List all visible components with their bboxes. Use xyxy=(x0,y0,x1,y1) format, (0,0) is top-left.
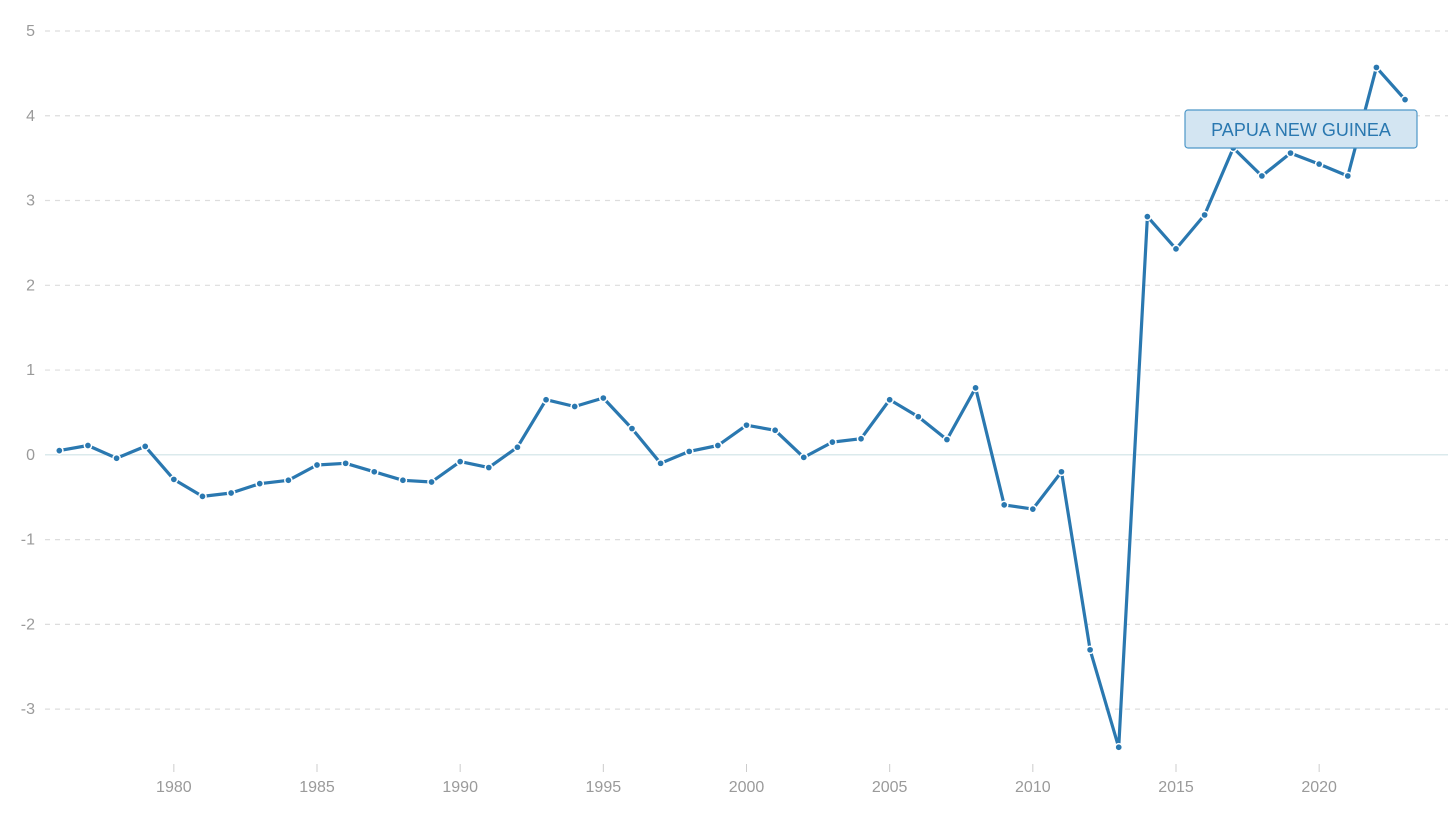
data-point xyxy=(226,488,236,498)
data-point xyxy=(627,424,637,433)
data-point xyxy=(742,420,751,430)
data-point xyxy=(1085,645,1095,655)
y-tick-label: 4 xyxy=(26,108,35,125)
y-tick-label: 1 xyxy=(26,362,35,379)
data-point xyxy=(885,395,895,405)
y-tick-label: -3 xyxy=(21,701,35,718)
y-tick-label: -1 xyxy=(21,532,35,549)
data-point xyxy=(942,435,952,444)
data-point xyxy=(484,463,494,472)
data-point xyxy=(54,446,64,455)
data-point xyxy=(1143,212,1152,221)
x-tick-label: 2000 xyxy=(729,779,765,796)
data-point xyxy=(656,458,665,468)
data-point xyxy=(1372,63,1381,72)
data-point xyxy=(198,492,207,501)
x-tick-label: 1980 xyxy=(156,779,192,796)
data-point xyxy=(1400,95,1410,105)
data-point xyxy=(1200,210,1209,220)
data-point xyxy=(112,453,121,463)
y-tick-label: 3 xyxy=(26,193,35,210)
data-point xyxy=(799,453,809,462)
data-point xyxy=(1028,504,1038,514)
x-tick-label: 1985 xyxy=(299,779,335,796)
grid-layer xyxy=(45,30,1448,710)
data-point xyxy=(971,383,980,393)
data-point xyxy=(83,441,93,450)
series-label-box xyxy=(1184,109,1418,149)
data-point xyxy=(398,475,408,485)
data-point xyxy=(341,458,350,468)
data-point xyxy=(427,477,436,487)
data-point xyxy=(1286,148,1295,158)
data-point xyxy=(999,500,1009,510)
data-point xyxy=(770,425,780,435)
x-tick-label: 2010 xyxy=(1015,779,1051,796)
x-tick-label: 2015 xyxy=(1158,779,1194,796)
data-point xyxy=(684,447,694,456)
y-tick-label: 0 xyxy=(26,447,35,464)
data-point xyxy=(284,475,293,485)
data-point xyxy=(1257,171,1267,181)
y-tick-label: -2 xyxy=(21,616,35,633)
data-point xyxy=(541,395,551,405)
data-point xyxy=(255,479,265,489)
data-point xyxy=(1171,244,1181,254)
series-label-text: PAPUA NEW GUINEA xyxy=(1211,120,1391,140)
series-line xyxy=(57,65,1407,749)
series-label-layer: PAPUA NEW GUINEA xyxy=(1184,109,1418,149)
x-tick-label: 1990 xyxy=(442,779,478,796)
data-point xyxy=(312,460,322,470)
data-point xyxy=(1314,159,1324,169)
data-point xyxy=(455,457,465,466)
data-point xyxy=(828,437,837,447)
x-tick-label: 2005 xyxy=(872,779,908,796)
axis-layer: 5 4 3 2 1 0 -1 -2 -3 1980 1985 1990 1995 2000 2005 2010… xyxy=(21,23,1337,796)
data-point xyxy=(140,442,150,451)
data-point xyxy=(598,393,608,403)
data-point xyxy=(570,402,580,411)
x-tick-label: 1995 xyxy=(586,779,622,796)
data-point xyxy=(856,434,866,444)
data-point xyxy=(913,412,923,422)
data-point xyxy=(1114,742,1124,752)
data-point xyxy=(513,442,522,452)
y-tick-label: 5 xyxy=(26,23,35,40)
data-point xyxy=(169,475,179,484)
series-layer xyxy=(54,63,1410,752)
data-point xyxy=(1057,467,1066,477)
data-point xyxy=(713,441,723,450)
data-point xyxy=(1343,171,1353,181)
y-tick-label: 2 xyxy=(26,277,35,294)
x-tick-label: 2020 xyxy=(1301,779,1337,796)
data-point xyxy=(369,467,379,477)
